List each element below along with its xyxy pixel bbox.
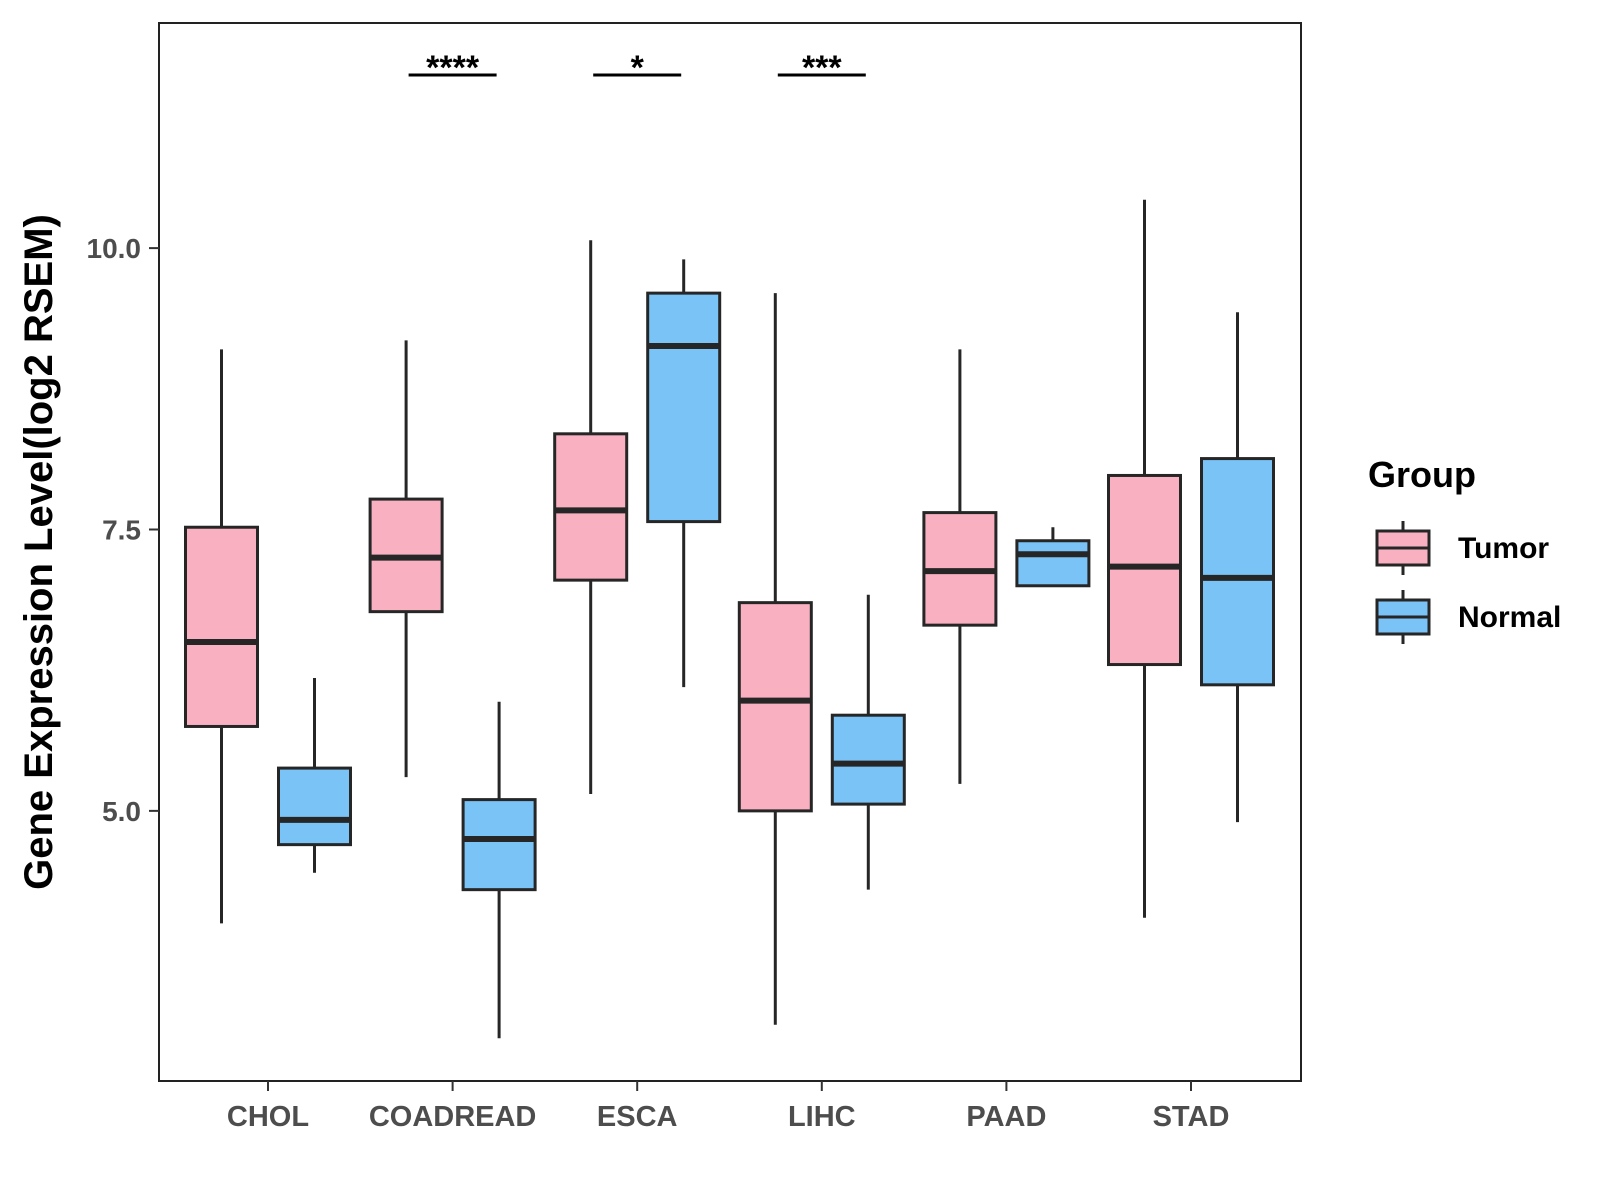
legend-title: Group: [1368, 454, 1476, 495]
y-axis: 5.0 7.5 10.0: [87, 233, 159, 827]
significance-esca: *: [593, 49, 682, 87]
box-tumor-lihc: [737, 293, 813, 1025]
legend-label: Normal: [1458, 601, 1561, 634]
y-axis-title: Gene Expression Level(log2 RSEM): [17, 214, 61, 890]
box-body: [553, 432, 629, 582]
x-tick-label: CHOL: [227, 1101, 309, 1133]
x-tick-label: ESCA: [597, 1101, 678, 1133]
box-body: [1107, 473, 1182, 667]
significance-annotations: **** * ***: [408, 49, 866, 87]
box-body: [830, 713, 906, 806]
x-tick-label: STAD: [1153, 1101, 1230, 1133]
box-body: [461, 798, 537, 892]
box-normal-esca: [646, 259, 722, 688]
box-body: [277, 766, 352, 847]
box-body: [1015, 539, 1091, 588]
significance-lihc: ***: [777, 49, 866, 87]
y-tick-label: 5.0: [102, 796, 141, 827]
box-body: [1200, 457, 1275, 687]
box-normal-lihc: [830, 594, 906, 890]
box-tumor-chol: [184, 349, 259, 924]
legend-key-normal: Normal: [1375, 590, 1561, 644]
box-body: [184, 525, 259, 728]
significance-label: ****: [426, 49, 480, 87]
box-normal-coadread: [461, 701, 537, 1039]
y-tick-label: 7.5: [102, 514, 141, 545]
box-body: [646, 291, 722, 524]
legend-label: Tumor: [1458, 532, 1549, 565]
legend-keys: Tumor Normal: [1375, 521, 1561, 644]
x-tick-label: LIHC: [788, 1101, 856, 1133]
significance-label: ***: [802, 49, 842, 87]
legend-key-tumor: Tumor: [1375, 521, 1549, 575]
box-body: [737, 601, 813, 813]
box-series: [184, 199, 1275, 1039]
significance-coadread: ****: [408, 49, 497, 87]
box-tumor-esca: [553, 240, 629, 794]
x-axis: CHOL COADREAD ESCA LIHC PAAD STAD: [227, 1081, 1229, 1133]
box-tumor-stad: [1107, 199, 1182, 918]
box-normal-paad: [1015, 527, 1091, 588]
x-tick-label: COADREAD: [369, 1101, 537, 1133]
x-tick-label: PAAD: [966, 1101, 1046, 1133]
box-normal-chol: [277, 678, 352, 873]
box-tumor-coadread: [368, 340, 444, 778]
box-normal-stad: [1200, 312, 1275, 823]
legend: Group Tumor Normal: [1368, 454, 1561, 644]
significance-label: *: [631, 49, 645, 87]
box-tumor-paad: [922, 349, 998, 784]
y-tick-label: 10.0: [87, 233, 142, 264]
